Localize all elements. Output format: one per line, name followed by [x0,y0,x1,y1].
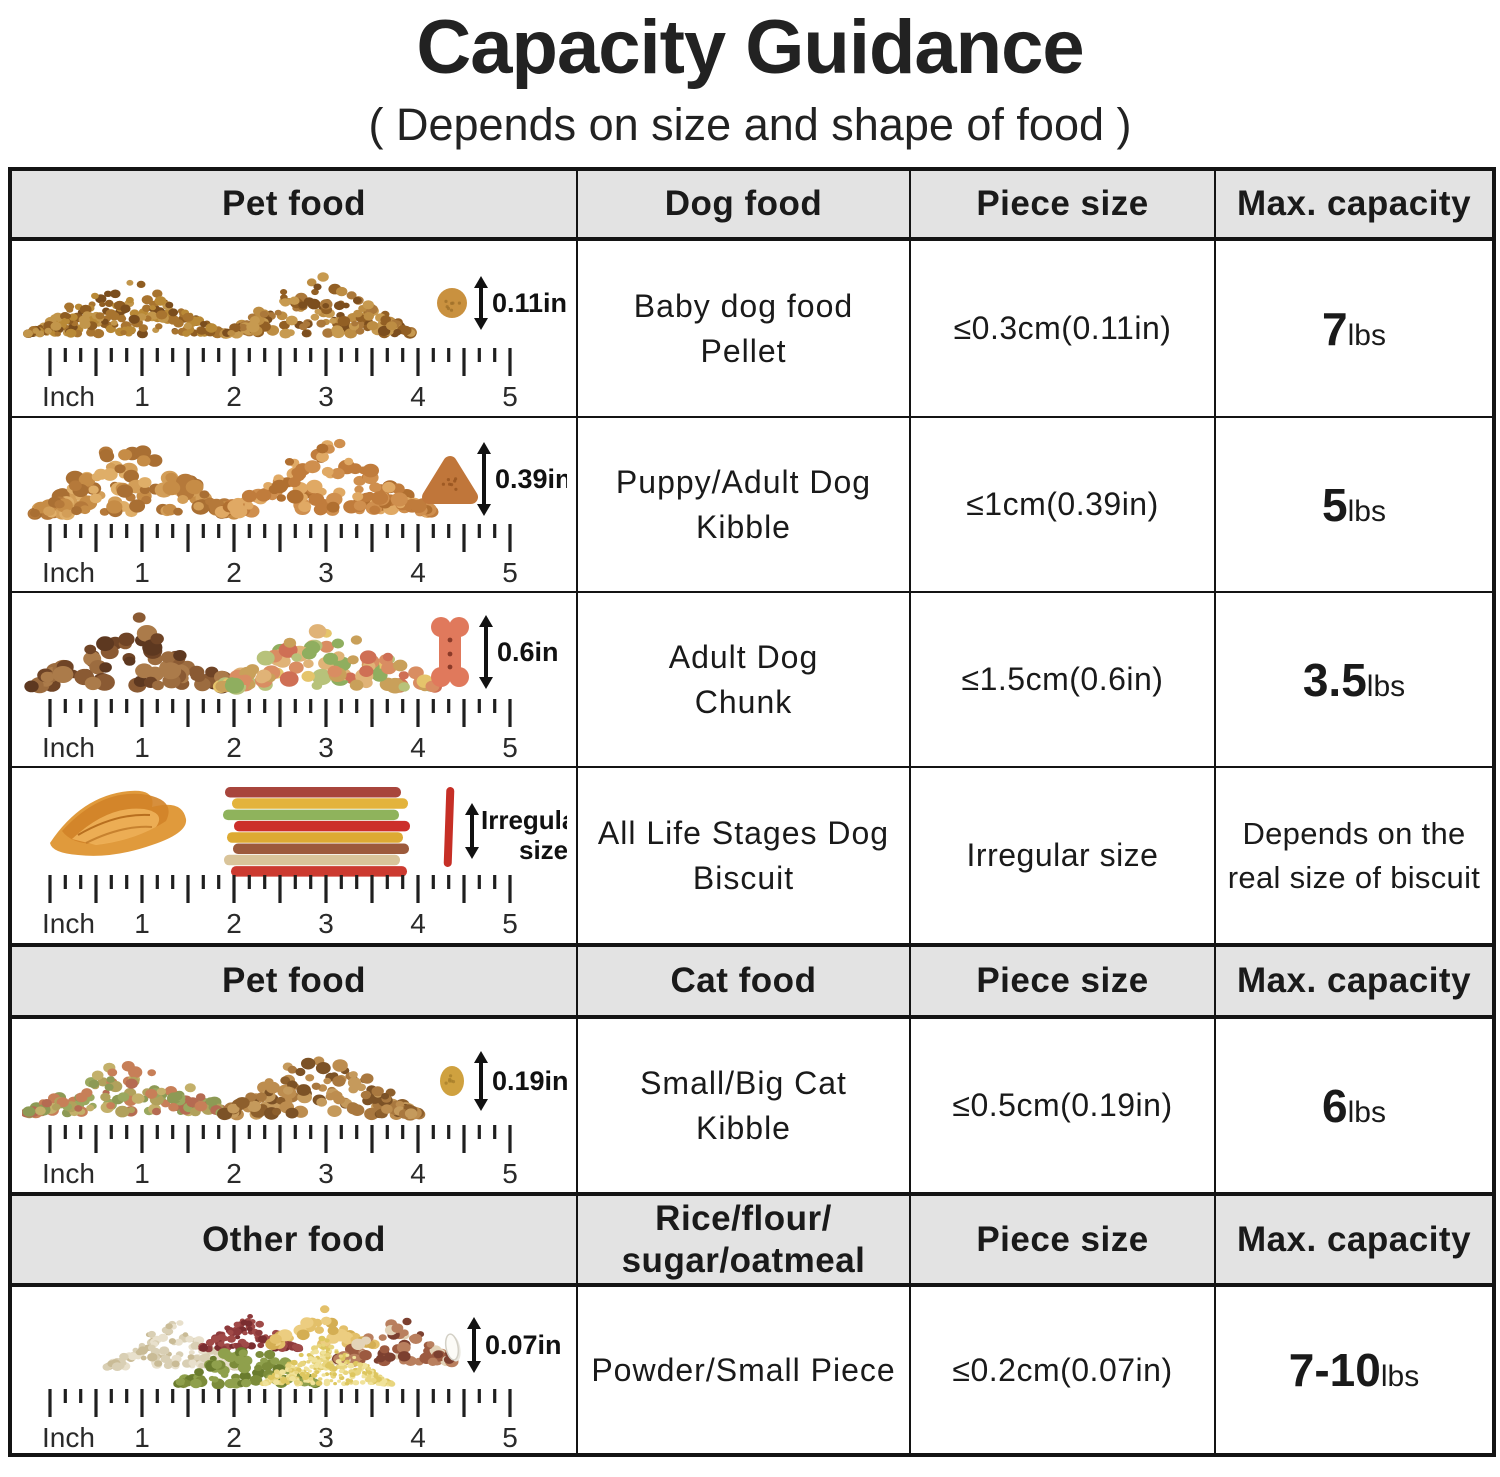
food-photo-svg: 0.19in Inch 1 2 3 4 5 [21,1050,567,1189]
header-row-dog-food: Pet food Dog food Piece size Max. capaci… [9,167,1495,241]
svg-text:2: 2 [226,732,242,763]
svg-text:3: 3 [318,381,334,412]
max-capacity-value: 5lbs [1214,416,1495,593]
svg-text:0.6in: 0.6in [497,637,559,667]
header-cat-food: Cat food [576,943,911,1019]
header-row-other-food: Other food Rice/flour/ sugar/oatmeal Pie… [9,1192,1495,1287]
svg-text:2: 2 [226,908,242,939]
food-photo-grains: 0.07in Inch 1 2 3 4 5 [22,1287,567,1453]
svg-text:3: 3 [318,557,334,588]
header-dog-food: Dog food [576,167,911,241]
piece-size-value: ≤0.2cm(0.07in) [909,1284,1216,1456]
piece-size-value: ≤1.5cm(0.6in) [909,591,1216,768]
svg-text:4: 4 [410,1158,426,1189]
header-max-capacity: Max. capacity [1214,943,1495,1019]
food-photo-svg: 0.6in Inch 1 2 3 4 5 [23,611,559,763]
food-photo-puppy-adult-kibble: 0.39in Inch 1 2 3 4 5 [22,422,567,588]
svg-text:4: 4 [410,1422,426,1453]
max-capacity-value: Depends on the real size of biscuit [1214,766,1495,946]
svg-text:4: 4 [410,908,426,939]
svg-text:1: 1 [134,732,150,763]
svg-text:Inch: Inch [42,557,95,588]
svg-text:0.19in: 0.19in [492,1066,567,1096]
svg-text:5: 5 [502,381,518,412]
svg-text:Inch: Inch [42,1422,95,1453]
food-row-baby-dog-pellet: 0.11in Inch 1 2 3 4 5 Baby dog food Pellet ≤0.… [9,238,1495,418]
svg-text:5: 5 [502,557,518,588]
header-max-capacity: Max. capacity [1214,167,1495,241]
max-capacity-value: 6lbs [1214,1016,1495,1195]
svg-text:4: 4 [410,381,426,412]
svg-text:1: 1 [134,557,150,588]
svg-text:0.11in: 0.11in [492,288,567,318]
svg-text:5: 5 [502,732,518,763]
svg-text:1: 1 [134,908,150,939]
food-name: Puppy/Adult Dog Kibble [576,416,911,593]
capacity-table: Pet food Dog food Piece size Max. capaci… [8,167,1496,1457]
svg-text:4: 4 [410,557,426,588]
svg-text:2: 2 [226,381,242,412]
header-piece-size: Piece size [909,1192,1216,1287]
food-row-adult-dog-chunk: 0.6in Inch 1 2 3 4 5 Adult Dog Chunk ≤1.5cm(0.… [9,591,1495,768]
food-name: Adult Dog Chunk [576,591,911,768]
piece-size-value: ≤0.5cm(0.19in) [909,1016,1216,1195]
food-row-puppy-adult-kibble: 0.39in Inch 1 2 3 4 5 Puppy/Adult Dog Kibble ≤… [9,416,1495,593]
svg-text:Inch: Inch [42,908,95,939]
header-piece-size: Piece size [909,943,1216,1019]
svg-text:Inch: Inch [42,732,95,763]
svg-text:2: 2 [226,557,242,588]
svg-text:5: 5 [502,1158,518,1189]
food-photo-svg: 0.11in Inch 1 2 3 4 5 [22,271,567,412]
food-photo-cat-kibble: 0.19in Inch 1 2 3 4 5 [21,1023,567,1189]
svg-text:Irregular: Irregular [481,805,567,835]
svg-text:4: 4 [410,732,426,763]
svg-text:1: 1 [134,381,150,412]
header-piece-size: Piece size [909,167,1216,241]
svg-text:2: 2 [226,1422,242,1453]
svg-text:5: 5 [502,908,518,939]
piece-size-value: ≤0.3cm(0.11in) [909,238,1216,418]
svg-text:1: 1 [134,1158,150,1189]
food-row-powder-small-piece: 0.07in Inch 1 2 3 4 5 Powder/Small Piece ≤0.2c… [9,1284,1495,1456]
food-photo-svg: 0.07in Inch 1 2 3 4 5 [42,1305,562,1453]
page-title: Capacity Guidance [416,5,1084,90]
svg-text:3: 3 [318,1158,334,1189]
header-other-food: Other food [9,1192,578,1287]
svg-text:Inch: Inch [42,381,95,412]
food-photo-adult-dog-chunk: 0.6in Inch 1 2 3 4 5 [22,597,567,763]
max-capacity-value: 3.5lbs [1214,591,1495,768]
food-name: Small/Big Cat Kibble [576,1016,911,1195]
header-rice-flour: Rice/flour/ sugar/oatmeal [576,1192,911,1287]
svg-text:3: 3 [318,732,334,763]
header-row-cat-food: Pet food Cat food Piece size Max. capaci… [9,943,1495,1019]
max-capacity-value: 7-10lbs [1214,1284,1495,1456]
svg-text:1: 1 [134,1422,150,1453]
page-subtitle: ( Depends on size and shape of food ) [368,99,1132,150]
food-name: Baby dog food Pellet [576,238,911,418]
food-photo-svg: 0.39in Inch 1 2 3 4 5 [27,438,567,588]
food-row-cat-kibble: 0.19in Inch 1 2 3 4 5 Small/Big Cat Kibble ≤0.… [9,1016,1495,1195]
svg-text:size: size [519,835,567,865]
svg-text:3: 3 [318,1422,334,1453]
food-name: Powder/Small Piece [576,1284,911,1456]
svg-text:2: 2 [226,1158,242,1189]
piece-size-value: ≤1cm(0.39in) [909,416,1216,593]
food-name: All Life Stages Dog Biscuit [576,766,911,946]
svg-text:0.07in: 0.07in [485,1330,562,1360]
food-photo-baby-dog-pellet: 0.11in Inch 1 2 3 4 5 [22,246,567,412]
max-capacity-value: 7lbs [1214,238,1495,418]
svg-text:0.39in: 0.39in [495,464,567,494]
header-pet-food: Pet food [9,167,578,241]
svg-text:5: 5 [502,1422,518,1453]
piece-size-value: Irregular size [909,766,1216,946]
svg-text:Inch: Inch [42,1158,95,1189]
header-max-capacity: Max. capacity [1214,1192,1495,1287]
svg-text:3: 3 [318,908,334,939]
header-pet-food: Pet food [9,943,578,1019]
